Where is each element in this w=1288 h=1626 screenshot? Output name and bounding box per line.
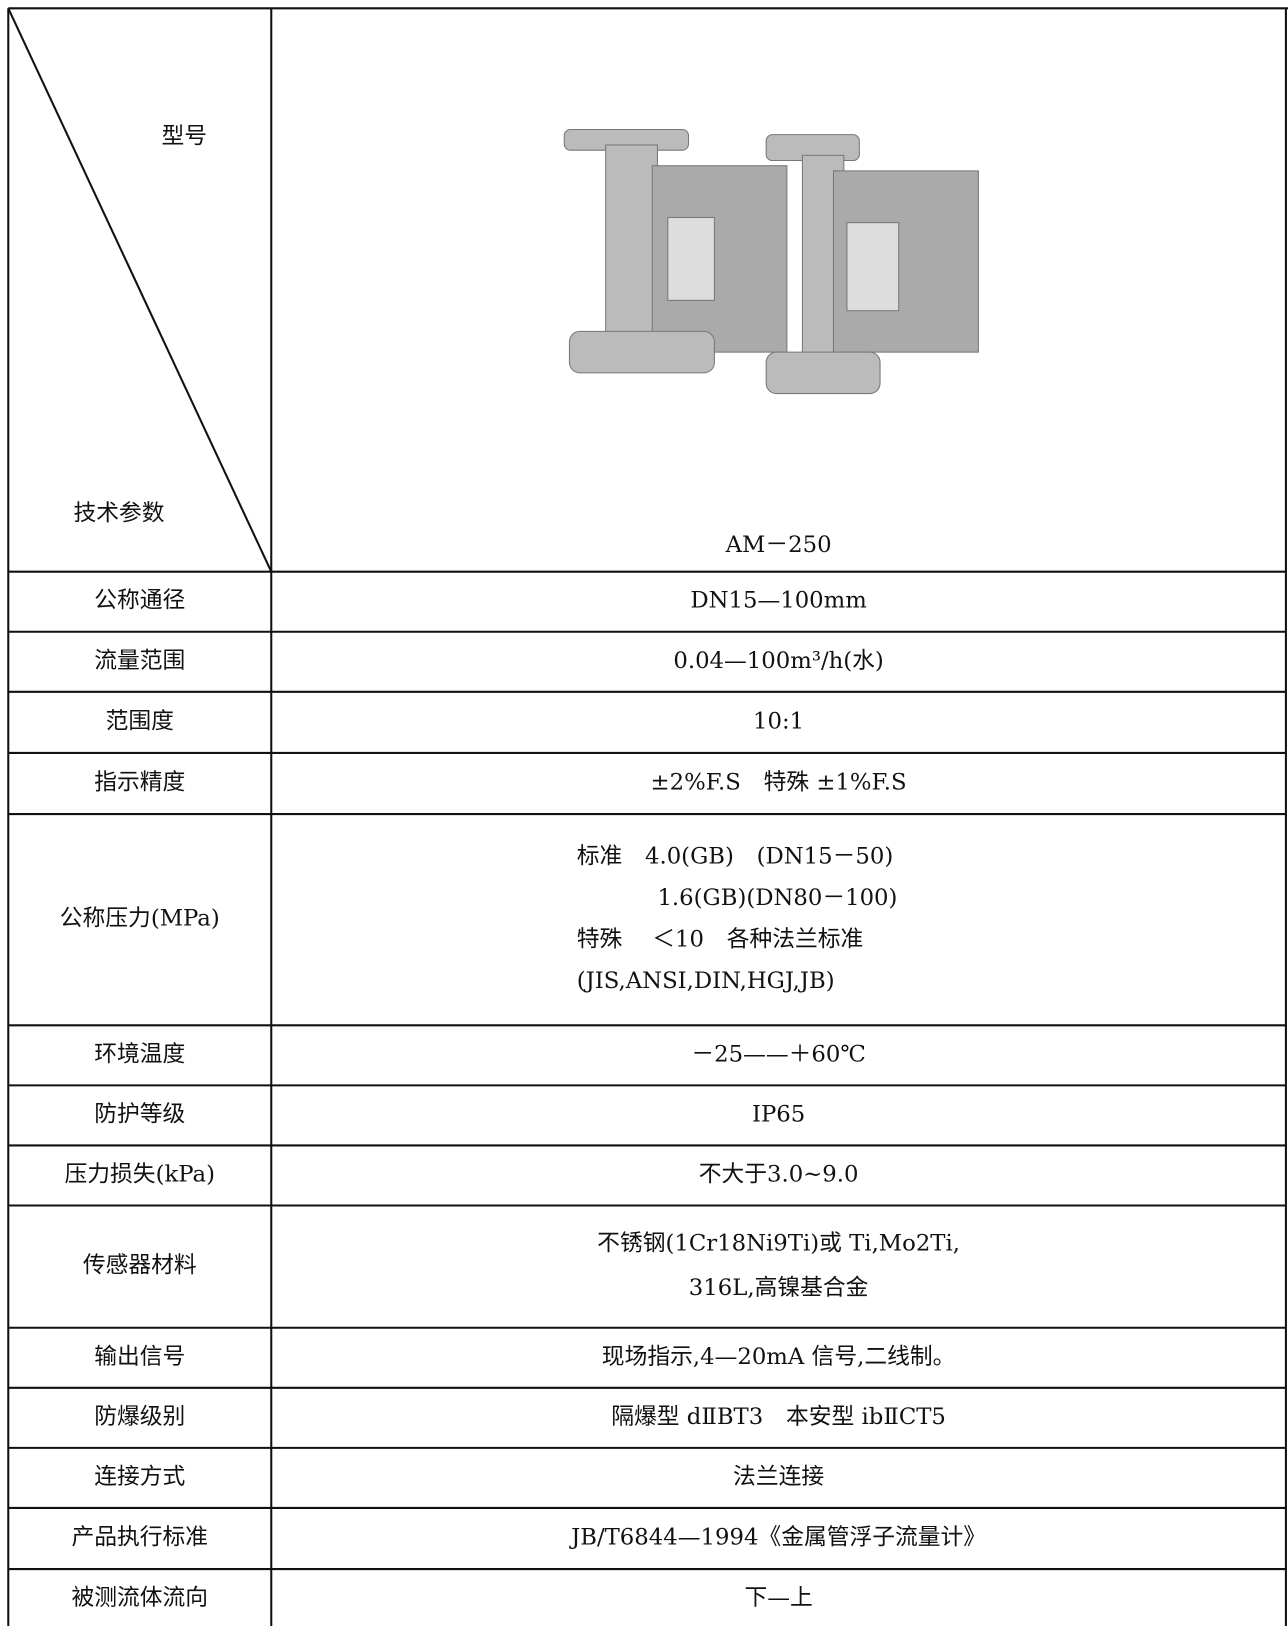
diagonal <box>7 7 273 573</box>
row-value: 不大于3.0~9.0 <box>699 1161 859 1187</box>
row-value: 法兰连接 <box>733 1464 824 1490</box>
row-value: JB/T6844—1994《金属管浮子流量计》 <box>569 1524 986 1550</box>
row-value: IP65 <box>752 1101 805 1127</box>
params-label: 技术参数 <box>74 501 165 527</box>
row-value: 10:1 <box>753 708 804 734</box>
row-value: ±2%F.S 特殊 ±1%F.S <box>651 769 907 795</box>
row-value: 下—上 <box>744 1585 812 1611</box>
row-label: 公称通径 <box>94 588 185 614</box>
row-value: DN15—100mm <box>690 588 867 614</box>
row-label: 输出信号 <box>94 1344 185 1370</box>
row-label: 被测流体流向 <box>71 1585 208 1611</box>
row-value: (JIS,ANSI,DIN,HGJ,JB) <box>577 968 835 994</box>
row-value: －25——＋60℃ <box>691 1041 865 1067</box>
row-label: 传感器材料 <box>83 1253 197 1279</box>
row-value: 标准 4.0(GB) (DN15－50) <box>577 844 894 870</box>
row-value: 特殊 ＜10 各种法兰标准 <box>577 926 864 952</box>
row-label: 流量范围 <box>94 648 185 674</box>
model-label: 型号 <box>162 124 208 150</box>
product-image <box>563 128 979 395</box>
row-value: 1.6(GB)(DN80－100) <box>657 885 897 911</box>
row-value: 现场指示,4—20mA 信号,二线制。 <box>602 1344 956 1370</box>
row-label: 防护等级 <box>94 1101 185 1127</box>
row-value: 不锈钢(1Cr18Ni9Ti)或 Ti,Mo2Ti, <box>597 1230 960 1256</box>
row-value: 0.04—100m³/h(水) <box>673 648 883 674</box>
row-value: 隔爆型 dⅡBT3 本安型 ibⅡCT5 <box>611 1404 946 1430</box>
row-label: 范围度 <box>106 708 174 734</box>
row-label: 连接方式 <box>94 1464 185 1490</box>
row-label: 防爆级别 <box>94 1404 185 1430</box>
row-label: 压力损失(kPa) <box>65 1161 215 1187</box>
model-name: AM－250 <box>725 532 832 558</box>
row-label: 公称压力(MPa) <box>60 906 220 932</box>
row-label: 指示精度 <box>94 769 185 795</box>
row-label: 产品执行标准 <box>71 1524 208 1550</box>
row-label: 环境温度 <box>94 1041 185 1067</box>
row-value: 316L,高镍基合金 <box>689 1275 869 1301</box>
